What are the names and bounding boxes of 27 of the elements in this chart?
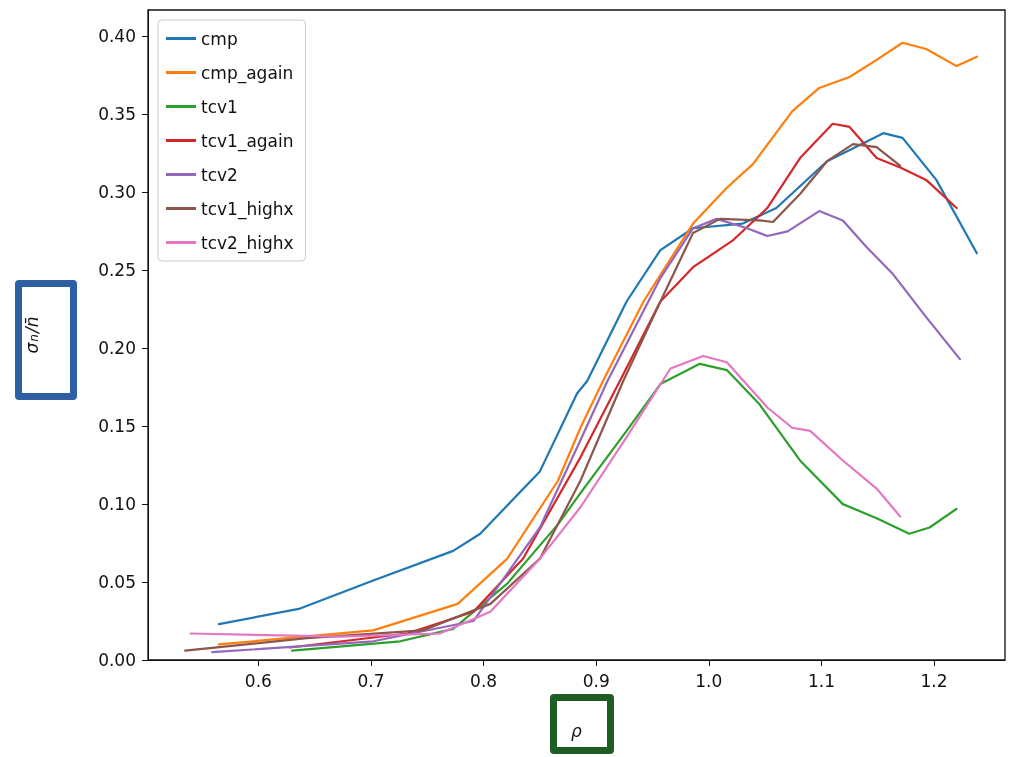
y-tick-label: 0.40 <box>98 26 136 47</box>
x-tick-label: 0.7 <box>357 670 385 691</box>
legend-label: tcv1_highx <box>201 198 294 220</box>
line-series <box>189 354 902 638</box>
y-tick-label: 0.10 <box>98 494 136 515</box>
y-tick-label: 0.35 <box>98 104 136 125</box>
x-tick-label: 1.1 <box>807 670 835 691</box>
line-series <box>291 362 958 652</box>
y-tick-label: 0.25 <box>98 260 136 281</box>
x-tick-label: 0.8 <box>470 670 498 691</box>
x-tick-label: 1.2 <box>920 670 948 691</box>
y-tick-label: 0.15 <box>98 416 136 437</box>
x-axis-title: ρ <box>571 720 583 741</box>
y-tick-label: 0.00 <box>98 650 136 670</box>
x-tick-label: 0.9 <box>582 670 610 691</box>
x-tick-label: 0.6 <box>244 670 272 691</box>
legend-label: tcv1 <box>201 96 238 117</box>
y-tick-label: 0.30 <box>98 182 136 203</box>
x-tick-label: 1.0 <box>695 670 723 691</box>
legend-label: cmp <box>201 28 238 49</box>
legend-label: cmp_again <box>201 62 294 84</box>
y-tick-label: 0.05 <box>98 572 136 593</box>
y-tick-label: 0.20 <box>98 338 136 359</box>
legend-label: tcv1_again <box>201 130 294 152</box>
y-axis-title: σn/n̄ <box>21 316 42 354</box>
legend-label: tcv2_highx <box>201 232 294 254</box>
legend-label: tcv2 <box>201 164 238 185</box>
